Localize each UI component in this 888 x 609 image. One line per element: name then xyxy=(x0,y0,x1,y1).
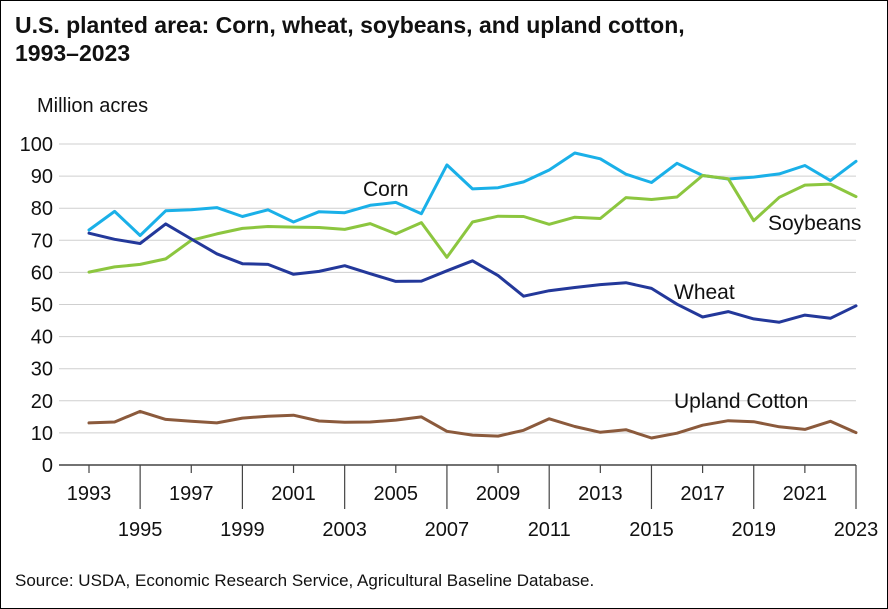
grid-lines xyxy=(59,143,856,466)
series-labels: Corn Soybeans Wheat Upland Cotton xyxy=(363,178,861,413)
x-tick-label-lower: 2023 xyxy=(834,519,879,541)
x-tick-label-lower: 2003 xyxy=(322,519,367,541)
x-axis-ticks: 1993 1997 2001 2005 2009 2013 2017 2021 1995 1999… xyxy=(67,465,879,541)
x-tick-label-upper: 2013 xyxy=(578,483,623,505)
upland-cotton-line xyxy=(87,409,858,440)
y-tick-label: 50 xyxy=(31,295,53,317)
y-tick-label: 0 xyxy=(42,455,53,477)
y-tick-label: 40 xyxy=(31,327,53,349)
x-tick-label-lower: 2011 xyxy=(528,519,571,541)
x-tick-label-upper: 1997 xyxy=(169,483,214,505)
y-tick-label: 90 xyxy=(31,166,53,188)
soybeans-line xyxy=(87,174,858,274)
x-tick-label-upper: 2021 xyxy=(783,483,828,505)
wheat-line xyxy=(87,222,858,324)
y-tick-label: 100 xyxy=(20,134,53,156)
y-tick-label: 20 xyxy=(31,391,53,413)
y-tick-label: 80 xyxy=(31,198,53,220)
x-tick-label-lower: 1995 xyxy=(118,519,163,541)
y-tick-label: 10 xyxy=(31,423,53,445)
soybeans-label: Soybeans xyxy=(768,212,861,235)
series-lines xyxy=(87,151,858,440)
x-tick-label-lower: 2019 xyxy=(731,519,776,541)
x-tick-label-upper: 1993 xyxy=(67,483,112,505)
y-tick-label: 70 xyxy=(31,230,53,252)
x-tick-label-upper: 2001 xyxy=(271,483,316,505)
x-tick-label-upper: 2017 xyxy=(680,483,725,505)
y-axis-ticks: 0 10 20 30 40 50 60 70 80 90 100 xyxy=(20,134,53,477)
chart-title-line-2: 1993–2023 xyxy=(15,40,131,66)
x-tick-label-lower: 1999 xyxy=(220,519,265,541)
x-tick-label-upper: 2005 xyxy=(374,483,419,505)
y-tick-label: 30 xyxy=(31,359,53,381)
corn-label: Corn xyxy=(363,178,409,201)
y-tick-label: 60 xyxy=(31,262,53,284)
wheat-label: Wheat xyxy=(674,281,735,304)
x-tick-label-lower: 2007 xyxy=(425,519,470,541)
upland-cotton-label: Upland Cotton xyxy=(674,390,808,413)
chart-title: U.S. planted area: Corn, wheat, soybeans… xyxy=(15,11,875,67)
x-tick-label-upper: 2009 xyxy=(476,483,521,505)
y-axis-label: Million acres xyxy=(37,95,149,117)
x-tick-label-lower: 2015 xyxy=(629,519,674,541)
chart-title-line-1: U.S. planted area: Corn, wheat, soybeans… xyxy=(15,12,685,38)
source-note: Source: USDA, Economic Research Service,… xyxy=(15,571,595,590)
